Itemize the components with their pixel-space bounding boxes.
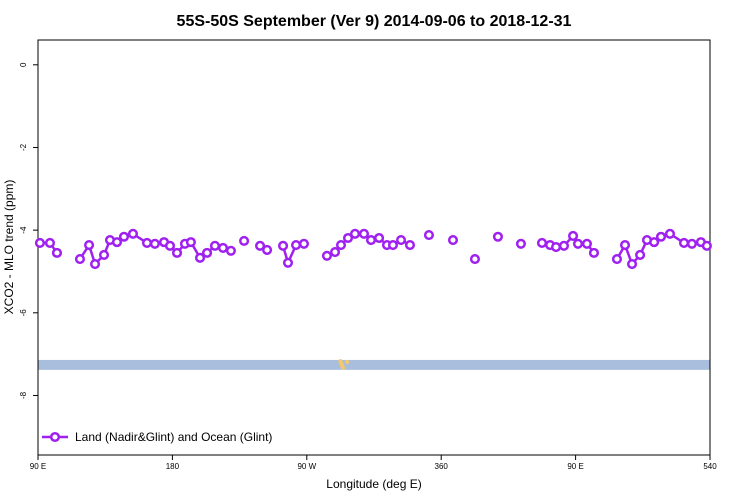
x-axis-label: Longitude (deg E) xyxy=(326,477,421,491)
data-point xyxy=(185,237,196,248)
data-point xyxy=(365,235,377,246)
data-point xyxy=(678,237,690,249)
x-tick-label: 180 xyxy=(166,462,180,471)
data-point xyxy=(51,247,63,258)
data-point xyxy=(225,245,236,256)
x-tick-label: 540 xyxy=(703,462,717,471)
data-point xyxy=(329,246,341,258)
data-point xyxy=(118,231,130,242)
data-point xyxy=(278,240,289,251)
y-tick-label: -6 xyxy=(19,309,28,317)
data-point xyxy=(469,254,480,265)
chart-title: 55S-50S September (Ver 9) 2014-09-06 to … xyxy=(177,13,572,30)
data-point xyxy=(515,238,526,249)
data-point xyxy=(34,237,45,249)
data-point xyxy=(404,239,416,251)
scatter-point xyxy=(345,359,350,364)
legend-marker xyxy=(49,431,61,443)
legend-label: Land (Nadir&Glint) and Ocean (Glint) xyxy=(75,430,272,444)
data-point xyxy=(568,230,579,241)
data-point xyxy=(262,244,273,256)
data-point xyxy=(701,240,712,251)
data-point xyxy=(342,232,354,244)
data-point xyxy=(255,240,266,251)
y-tick-label: -2 xyxy=(19,143,28,151)
data-point xyxy=(239,235,250,246)
y-tick-label: -4 xyxy=(19,226,28,234)
plot-frame xyxy=(37,39,711,456)
data-point xyxy=(558,240,570,251)
data-point xyxy=(194,252,206,263)
data-point xyxy=(127,228,139,239)
y-tick-label: -8 xyxy=(19,391,28,399)
y-tick-label: 0 xyxy=(19,62,28,67)
data-point xyxy=(655,231,667,242)
data-point xyxy=(447,235,459,246)
data-point xyxy=(550,242,562,253)
data-point xyxy=(171,247,183,258)
data-point xyxy=(588,247,600,258)
data-point xyxy=(321,250,333,261)
data-point xyxy=(387,239,399,251)
data-point xyxy=(164,240,176,251)
data-point xyxy=(349,228,361,239)
data-point xyxy=(141,237,153,249)
y-axis-label: XCO2 - MLO trend (ppm) xyxy=(2,180,16,315)
data-point xyxy=(686,238,697,249)
data-point xyxy=(619,239,631,251)
data-point xyxy=(217,242,229,253)
band xyxy=(38,359,710,370)
data-point xyxy=(282,257,294,268)
data-point xyxy=(111,237,123,248)
data-point xyxy=(581,238,592,249)
data-point xyxy=(98,249,110,260)
x-tick-label: 90 E xyxy=(567,462,583,471)
data-point xyxy=(209,240,221,251)
x-tick-label: 90 W xyxy=(297,462,316,471)
data-point xyxy=(358,228,370,239)
data-point xyxy=(201,247,213,258)
data-point xyxy=(536,237,548,249)
data-point xyxy=(649,237,660,248)
data-point xyxy=(84,239,95,251)
data-point xyxy=(611,254,623,265)
data-point xyxy=(89,258,101,270)
data-point xyxy=(423,230,435,241)
data-point xyxy=(335,239,347,251)
data-point xyxy=(374,232,385,244)
data-point xyxy=(635,249,646,260)
data-point xyxy=(626,258,638,270)
data-point xyxy=(395,235,407,246)
data-point xyxy=(44,237,55,249)
data-point xyxy=(298,238,310,249)
data-point xyxy=(664,228,676,239)
data-point xyxy=(572,238,584,249)
data-point xyxy=(492,231,503,242)
data-point xyxy=(149,238,160,249)
data-point xyxy=(290,239,302,251)
data-point xyxy=(74,254,86,265)
scatter-point xyxy=(340,365,345,370)
x-tick-label: 360 xyxy=(435,462,449,471)
x-tick-label: 90 E xyxy=(30,462,46,471)
